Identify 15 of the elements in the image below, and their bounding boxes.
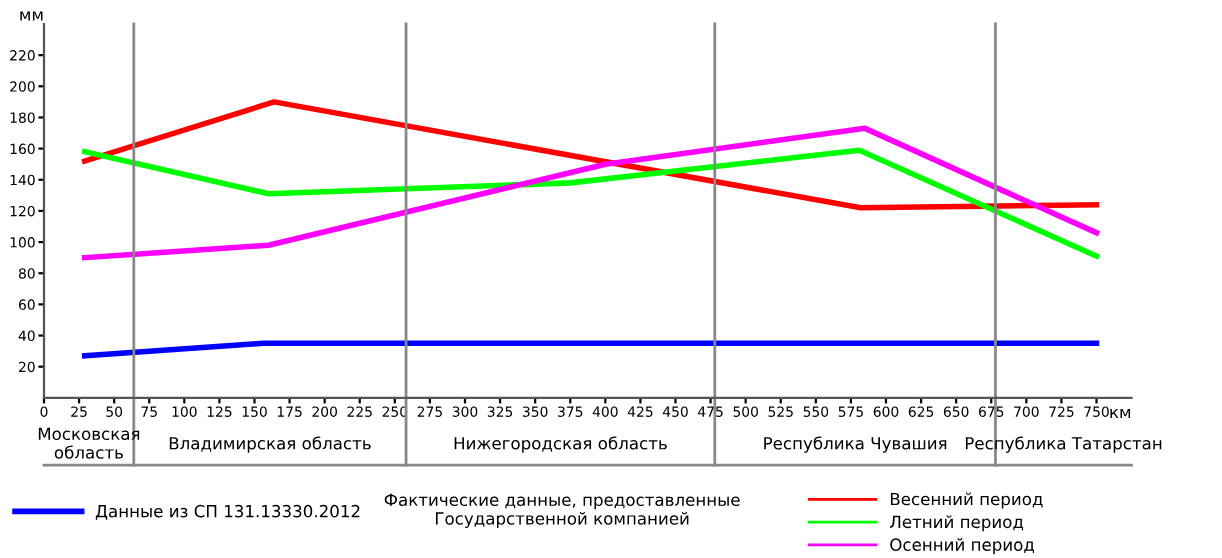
legend-label: Осенний период (890, 538, 1034, 555)
line-series (81, 147, 1100, 259)
y-axis-title: мм (20, 11, 43, 21)
line-series (81, 125, 1100, 261)
x-axis-title: км (1110, 408, 1131, 418)
text: Нижегородская область (454, 436, 667, 453)
text: Республика Чувашия (764, 436, 947, 453)
legend-label: Весенний период (890, 492, 1043, 509)
legend-label: Летний период (889, 515, 1024, 532)
line-series (81, 99, 1100, 211)
text: Владимирская область (169, 436, 371, 453)
legend-label: Данные из СП 131.13330.2012 (95, 504, 360, 520)
text: Республика Татарстан (965, 436, 1162, 453)
legend-title: Фактические данные, предоставленные Государственной компанией (384, 493, 740, 528)
text: Московская область (38, 427, 140, 459)
